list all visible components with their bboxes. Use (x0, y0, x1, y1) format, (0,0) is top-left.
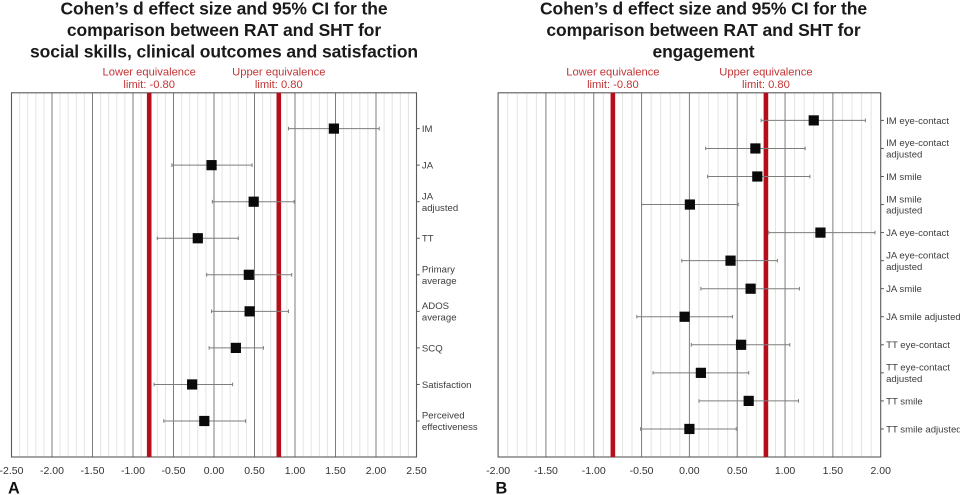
svg-text:Perceived: Perceived (422, 411, 465, 422)
svg-text:adjusted: adjusted (886, 374, 922, 385)
svg-text:0.50: 0.50 (727, 465, 748, 477)
svg-text:Upper equivalence: Upper equivalence (232, 67, 325, 79)
svg-text:-2.00: -2.00 (40, 465, 64, 477)
svg-text:0.00: 0.00 (679, 465, 700, 477)
svg-text:-2.00: -2.00 (486, 465, 510, 477)
svg-text:TT: TT (422, 234, 434, 245)
svg-text:IM eye-contact: IM eye-contact (886, 138, 949, 149)
svg-text:social skills, clinical outcom: social skills, clinical outcomes and sat… (30, 41, 418, 61)
svg-text:Primary: Primary (422, 265, 455, 276)
svg-text:1.50: 1.50 (325, 465, 346, 477)
svg-text:TT smile adjusted: TT smile adjusted (886, 424, 960, 435)
svg-text:Satisfaction: Satisfaction (422, 380, 472, 391)
svg-text:limit: 0.80: limit: 0.80 (742, 79, 790, 91)
svg-text:adjusted: adjusted (422, 203, 458, 214)
svg-text:1.00: 1.00 (775, 465, 796, 477)
svg-text:2.50: 2.50 (406, 465, 427, 477)
svg-text:IM smile: IM smile (886, 194, 922, 205)
svg-text:JA eye-contact: JA eye-contact (886, 228, 949, 239)
svg-text:engagement: engagement (652, 41, 754, 61)
svg-text:average: average (422, 276, 457, 287)
svg-text:JA: JA (422, 191, 434, 202)
svg-text:comparison between RAT and SHT: comparison between RAT and SHT for (546, 20, 861, 40)
svg-text:-0.50: -0.50 (162, 465, 186, 477)
svg-text:A: A (8, 479, 20, 495)
svg-text:average: average (422, 312, 457, 323)
svg-text:1.00: 1.00 (285, 465, 306, 477)
svg-text:0.00: 0.00 (204, 465, 225, 477)
svg-text:limit: 0.80: limit: 0.80 (255, 79, 303, 91)
svg-text:1.50: 1.50 (823, 465, 844, 477)
svg-text:TT eye-contact: TT eye-contact (886, 363, 950, 374)
svg-text:-1.50: -1.50 (534, 465, 558, 477)
svg-text:JA smile: JA smile (886, 284, 922, 295)
svg-text:Cohen’s d effect size and 95%: Cohen’s d effect size and 95% CI for the (61, 0, 388, 18)
svg-text:2.00: 2.00 (366, 465, 387, 477)
svg-text:-1.00: -1.00 (582, 465, 606, 477)
svg-text:adjusted: adjusted (886, 262, 922, 273)
svg-text:Lower equivalence: Lower equivalence (566, 67, 659, 79)
svg-text:comparison between RAT and SHT: comparison between RAT and SHT for (67, 20, 382, 40)
svg-text:adjusted: adjusted (886, 150, 922, 161)
svg-text:ADOS: ADOS (422, 301, 449, 312)
svg-text:TT eye-contact: TT eye-contact (886, 340, 950, 351)
svg-text:TT smile: TT smile (886, 396, 923, 407)
svg-text:limit: -0.80: limit: -0.80 (587, 79, 639, 91)
svg-text:adjusted: adjusted (886, 206, 922, 217)
svg-text:-0.50: -0.50 (630, 465, 654, 477)
svg-text:IM: IM (422, 124, 433, 135)
svg-text:0.50: 0.50 (244, 465, 265, 477)
svg-text:-1.00: -1.00 (121, 465, 145, 477)
svg-text:2.00: 2.00 (870, 465, 891, 477)
svg-text:B: B (496, 479, 508, 495)
svg-text:-2.50: -2.50 (0, 465, 24, 477)
svg-text:Cohen’s d effect size and 95%: Cohen’s d effect size and 95% CI for the (540, 0, 867, 18)
svg-text:limit: -0.80: limit: -0.80 (123, 79, 175, 91)
svg-text:JA eye-contact: JA eye-contact (886, 250, 949, 261)
svg-text:JA: JA (422, 161, 434, 172)
svg-text:IM eye-contact: IM eye-contact (886, 116, 949, 127)
svg-text:JA smile adjusted: JA smile adjusted (886, 312, 960, 323)
svg-text:Upper equivalence: Upper equivalence (719, 67, 812, 79)
svg-text:effectiveness: effectiveness (422, 422, 478, 433)
svg-text:-1.50: -1.50 (81, 465, 105, 477)
svg-text:IM smile: IM smile (886, 172, 922, 183)
svg-text:Lower equivalence: Lower equivalence (103, 67, 196, 79)
svg-text:SCQ: SCQ (422, 343, 443, 354)
